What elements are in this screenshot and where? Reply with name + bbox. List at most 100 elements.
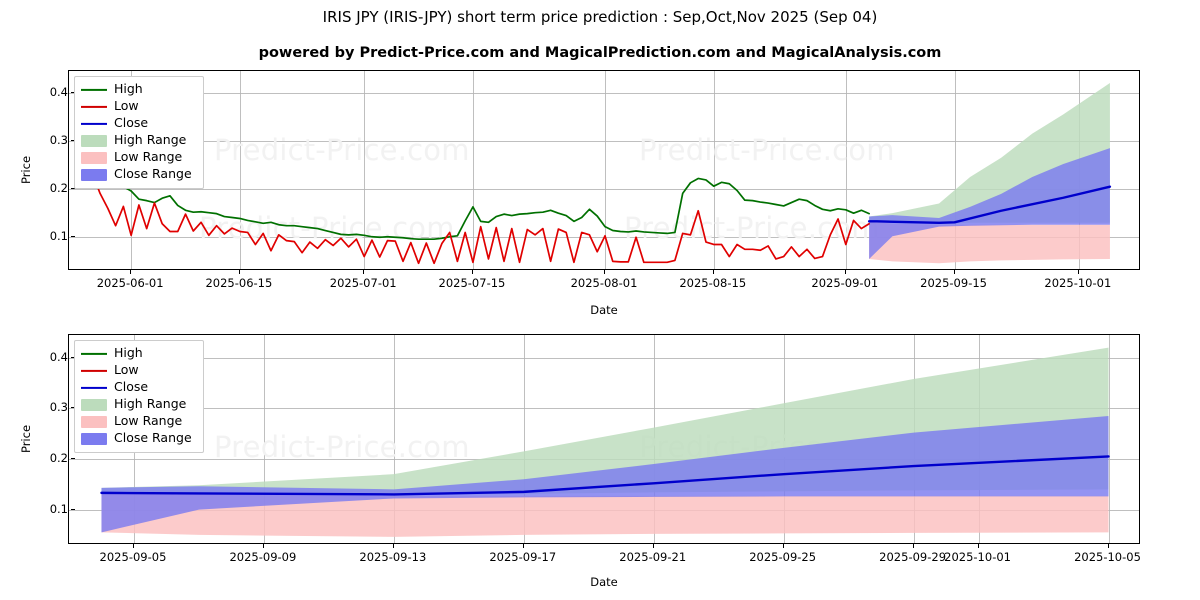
legend-label: Low Range — [114, 149, 183, 165]
y-axis-tick-mark — [71, 91, 75, 93]
y-axis-tick-mark — [71, 139, 75, 141]
gridline-horizontal — [69, 92, 1139, 94]
gridline-vertical — [713, 71, 715, 269]
x-axis-tick-mark — [844, 270, 846, 274]
legend-label: Low Range — [114, 413, 183, 429]
y-axis-tick-label: 0.2 — [16, 181, 75, 195]
gridline-vertical — [364, 71, 366, 269]
legend-swatch-high-range-icon — [81, 398, 107, 411]
legend-label: Close Range — [114, 166, 192, 182]
x-axis-tick-label: 2025-09-13 — [359, 550, 427, 564]
legend-item-low-range: Low Range — [81, 413, 196, 430]
y-axis-tick-mark — [71, 508, 75, 510]
y-axis-tick-label: 0.2 — [16, 451, 75, 465]
legend-item-close: Close — [81, 115, 196, 132]
legend-swatch-close-range-icon — [81, 432, 107, 445]
x-axis-tick-label: 2025-09-21 — [619, 550, 687, 564]
series-line-high — [91, 140, 870, 241]
legend-label: Close — [114, 379, 149, 395]
gridline-vertical — [954, 71, 956, 269]
y-axis-tick-mark — [71, 457, 75, 459]
series-line-close — [100, 455, 1110, 496]
legend-label: Close Range — [114, 430, 192, 446]
gridline-horizontal — [69, 140, 1139, 142]
legend-item-close: Close — [81, 379, 196, 396]
legend-item-high-range: High Range — [81, 396, 196, 413]
bottom-chart-graphics — [100, 347, 1110, 537]
x-axis-tick-mark — [130, 270, 132, 274]
top-chart-graphics — [91, 83, 1112, 265]
y-axis-tick-mark — [71, 407, 75, 409]
top-chart-legend: High Low Close High Range Low Range Close Ran… — [74, 76, 204, 189]
legend-swatch-low-range-icon — [81, 151, 107, 164]
legend-item-close-range: Close Range — [81, 166, 196, 183]
legend-item-low-range: Low Range — [81, 149, 196, 166]
legend-label: High — [114, 81, 143, 97]
legend-swatch-close-icon — [81, 382, 107, 393]
legend-item-close-range: Close Range — [81, 430, 196, 447]
y-axis-tick-mark — [71, 188, 75, 190]
gridline-vertical — [393, 335, 395, 543]
x-axis-tick-mark — [953, 270, 955, 274]
x-axis-tick-label: 2025-10-01 — [944, 550, 1011, 564]
gridline-horizontal — [69, 189, 1139, 191]
x-axis-tick-mark — [392, 544, 394, 548]
legend-swatch-close-icon — [81, 118, 107, 129]
y-axis-tick-label: 0.4 — [16, 350, 75, 364]
x-axis-tick-mark — [712, 270, 714, 274]
chart-subtitle: powered by Predict-Price.com and Magical… — [258, 45, 942, 61]
series-line-close — [867, 185, 1112, 225]
x-axis-tick-label: 2025-09-09 — [229, 550, 297, 564]
legend-swatch-low-range-icon — [81, 415, 107, 428]
x-axis-tick-label: 2025-08-15 — [679, 276, 747, 290]
x-axis-tick-label: 2025-08-01 — [570, 276, 638, 290]
x-axis-tick-mark — [522, 544, 524, 548]
x-axis-tick-mark — [1077, 270, 1079, 274]
band-close-range — [101, 415, 1109, 533]
x-axis-tick-mark — [912, 544, 914, 548]
x-axis-tick-label: 2025-09-17 — [489, 550, 557, 564]
x-axis-tick-mark — [1107, 544, 1109, 548]
x-axis-tick-label: 2025-10-01 — [1044, 276, 1112, 290]
top-x-axis-label: Date — [590, 303, 618, 317]
legend-item-high: High — [81, 81, 196, 98]
gridline-vertical — [472, 71, 474, 269]
top-y-axis-label: Price — [19, 155, 33, 185]
gridline-vertical — [845, 71, 847, 269]
gridline-vertical — [1108, 335, 1110, 543]
x-axis-tick-mark — [363, 270, 365, 274]
gridline-vertical — [523, 335, 525, 543]
gridline-vertical — [239, 71, 241, 269]
x-axis-tick-mark — [238, 270, 240, 274]
y-axis-tick-label: 0.1 — [16, 229, 75, 243]
bottom-chart-legend: High Low Close High Range Low Range Close Ran… — [74, 340, 204, 453]
gridline-horizontal — [69, 357, 1139, 359]
x-axis-tick-label: 2025-09-05 — [99, 550, 167, 564]
legend-swatch-low-icon — [81, 365, 107, 376]
legend-item-low: Low — [81, 362, 196, 379]
x-axis-tick-mark — [262, 544, 264, 548]
x-axis-tick-label: 2025-06-01 — [96, 276, 164, 290]
x-axis-tick-label: 2025-09-01 — [811, 276, 879, 290]
x-axis-tick-mark — [604, 270, 605, 274]
x-axis-tick-label: 2025-10-05 — [1074, 550, 1141, 564]
x-axis-tick-label: 2025-07-01 — [329, 276, 397, 290]
bottom-x-axis-label: Date — [590, 575, 618, 589]
x-axis-tick-label: 2025-09-29 — [879, 550, 947, 564]
legend-label: High Range — [114, 132, 187, 148]
y-axis-tick-label: 0.3 — [16, 133, 75, 147]
gridline-horizontal — [69, 408, 1139, 410]
y-axis-tick-label: 0.4 — [16, 85, 75, 99]
legend-swatch-high-icon — [81, 84, 107, 95]
gridline-vertical — [605, 71, 606, 269]
series-line-low — [91, 172, 870, 265]
x-axis-tick-mark — [652, 544, 654, 548]
y-axis-tick-label: 0.3 — [16, 400, 75, 414]
gridline-vertical — [263, 335, 265, 543]
legend-item-low: Low — [81, 98, 196, 115]
chart-title: IRIS JPY (IRIS-JPY) short term price pre… — [322, 8, 878, 26]
legend-swatch-high-icon — [81, 348, 107, 359]
y-axis-tick-label: 0.1 — [16, 502, 75, 516]
